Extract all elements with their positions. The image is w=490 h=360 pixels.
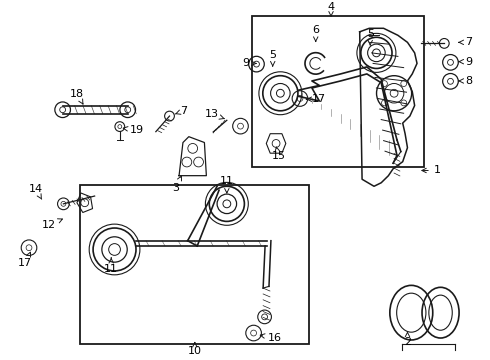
Text: 10: 10 <box>188 342 202 356</box>
Text: 9: 9 <box>459 57 472 67</box>
Text: 17: 17 <box>18 252 32 268</box>
Text: 3: 3 <box>172 176 181 193</box>
Text: 19: 19 <box>123 125 144 135</box>
Text: 17: 17 <box>306 94 326 104</box>
Text: 16: 16 <box>260 333 282 343</box>
Text: 11: 11 <box>220 176 234 193</box>
Text: 11: 11 <box>104 258 118 274</box>
Bar <box>80 185 309 343</box>
Text: 1: 1 <box>422 166 441 175</box>
Text: 6: 6 <box>312 25 319 41</box>
Text: 5: 5 <box>269 50 276 66</box>
Text: 2: 2 <box>404 332 411 347</box>
Text: 14: 14 <box>28 184 43 199</box>
Text: 18: 18 <box>70 89 84 104</box>
Text: 15: 15 <box>271 147 286 161</box>
Text: 9: 9 <box>243 58 256 68</box>
Text: 4: 4 <box>327 3 335 16</box>
Text: 7: 7 <box>175 106 188 116</box>
Text: 8: 8 <box>459 76 472 86</box>
Text: 5: 5 <box>367 29 374 45</box>
Bar <box>252 16 424 167</box>
Text: 7: 7 <box>459 37 472 47</box>
Text: 13: 13 <box>205 109 224 119</box>
Text: 12: 12 <box>42 219 62 230</box>
